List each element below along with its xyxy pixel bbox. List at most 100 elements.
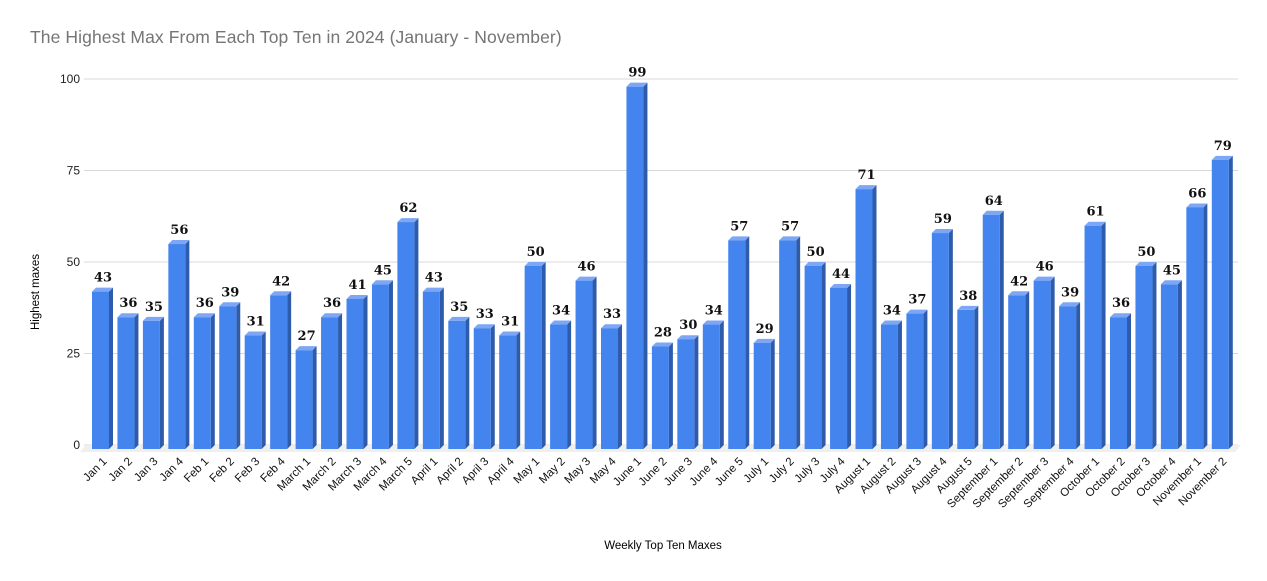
bar-value-label: 31 <box>501 315 519 330</box>
bar[interactable] <box>957 305 979 449</box>
bar-side-face <box>719 320 724 449</box>
bar[interactable] <box>1033 276 1055 449</box>
bar[interactable] <box>1186 203 1208 449</box>
bar-side-face <box>592 276 597 449</box>
bar[interactable] <box>830 283 852 449</box>
bar[interactable] <box>1211 155 1233 450</box>
bar-value-label: 42 <box>1010 274 1028 289</box>
bar-front-face <box>397 222 415 449</box>
bar[interactable] <box>728 236 750 449</box>
bar[interactable] <box>346 294 368 449</box>
bar[interactable] <box>422 287 444 449</box>
bar[interactable] <box>1135 262 1157 449</box>
bar[interactable] <box>219 302 241 449</box>
bar[interactable] <box>626 82 648 449</box>
bar[interactable] <box>906 309 928 449</box>
bar-side-face <box>847 283 852 449</box>
bar[interactable] <box>321 313 343 449</box>
x-tick-label: April 1 <box>409 456 441 488</box>
bar-side-face <box>210 313 215 449</box>
bar-top-face <box>855 185 877 190</box>
bar[interactable] <box>601 324 622 449</box>
bar-value-label: 99 <box>628 66 646 81</box>
bar[interactable] <box>117 313 139 449</box>
bar-side-face <box>999 210 1004 449</box>
bar-front-face <box>422 291 440 449</box>
bar-value-label: 41 <box>348 278 366 293</box>
bar-value-label: 39 <box>221 285 239 300</box>
bar-side-face <box>643 82 648 449</box>
bar-front-face <box>982 214 1000 449</box>
bar-top-face <box>753 338 775 343</box>
bar-value-label: 31 <box>247 315 265 330</box>
bar-value-label: 46 <box>578 260 596 275</box>
bar[interactable] <box>499 331 521 449</box>
bar-side-face <box>185 240 190 449</box>
bar[interactable] <box>575 276 597 449</box>
bar-front-face <box>651 346 669 449</box>
bar-side-face <box>541 262 546 449</box>
bar-front-face <box>957 309 975 449</box>
x-tick-label: April 3 <box>460 456 492 488</box>
bar[interactable] <box>779 236 801 449</box>
bar[interactable] <box>677 335 699 449</box>
bar-front-face <box>906 313 924 449</box>
bar[interactable] <box>92 287 113 449</box>
bar-top-face <box>575 276 597 281</box>
bar[interactable] <box>1008 291 1030 449</box>
bar[interactable] <box>295 346 317 449</box>
bar[interactable] <box>397 218 419 449</box>
x-tick-label: July 3 <box>792 456 822 486</box>
bar-side-face <box>287 291 292 449</box>
bars[interactable] <box>92 82 1233 450</box>
bar-top-face <box>728 236 750 241</box>
bar[interactable] <box>193 313 215 449</box>
x-tick-label: May 3 <box>563 456 594 487</box>
bar-value-label: 59 <box>934 212 952 227</box>
bar-top-face <box>499 331 521 336</box>
bar-front-face <box>575 280 593 449</box>
bar-front-face <box>779 240 797 449</box>
bar[interactable] <box>982 210 1004 449</box>
bar-top-face <box>651 342 673 347</box>
bar[interactable] <box>753 338 775 449</box>
bar[interactable] <box>142 316 164 449</box>
y-tick-label: 100 <box>60 72 80 86</box>
bar-side-face <box>745 236 750 449</box>
bar-value-label: 71 <box>857 168 875 183</box>
bar[interactable] <box>702 320 724 449</box>
bar[interactable] <box>855 185 877 449</box>
bar[interactable] <box>1110 313 1131 449</box>
bar-top-face <box>397 218 419 223</box>
bar-front-face <box>855 189 873 449</box>
bar[interactable] <box>880 320 902 449</box>
bar-side-face <box>923 309 928 449</box>
bar-side-face <box>1050 276 1055 449</box>
bar-front-face <box>1186 207 1204 449</box>
bar[interactable] <box>244 331 266 449</box>
bar[interactable] <box>448 316 470 449</box>
bar[interactable] <box>651 342 673 449</box>
bar[interactable] <box>1160 280 1182 449</box>
bar-front-face <box>880 324 898 449</box>
bar-front-face <box>702 324 720 449</box>
bar[interactable] <box>550 320 572 449</box>
bar[interactable] <box>931 229 953 449</box>
bar-front-face <box>1008 295 1026 449</box>
bar[interactable] <box>168 240 190 449</box>
bar-value-label: 29 <box>756 322 774 337</box>
bar[interactable] <box>473 324 495 449</box>
bar[interactable] <box>270 291 292 449</box>
bar-side-face <box>109 287 113 449</box>
bar[interactable] <box>1059 302 1081 449</box>
bar-top-face <box>1186 203 1208 208</box>
bar[interactable] <box>1084 221 1106 449</box>
bar[interactable] <box>804 262 826 449</box>
bar[interactable] <box>524 262 546 449</box>
bar-side-face <box>236 302 241 449</box>
bar-front-face <box>142 320 160 449</box>
bar[interactable] <box>371 280 393 449</box>
